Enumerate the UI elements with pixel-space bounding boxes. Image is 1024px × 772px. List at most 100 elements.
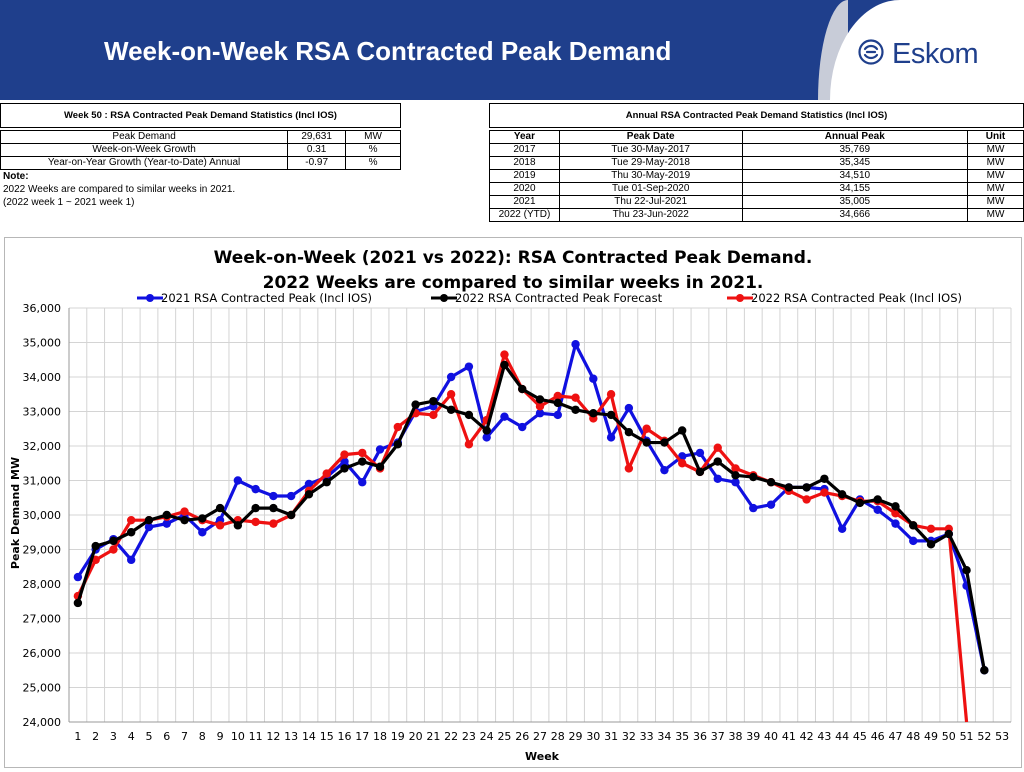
- cell-unit: MW: [967, 195, 1024, 209]
- x-tick-label: 40: [764, 730, 778, 743]
- data-point: [127, 528, 136, 537]
- data-point: [500, 412, 509, 421]
- x-tick-label: 46: [871, 730, 885, 743]
- data-point: [837, 524, 847, 533]
- data-point: [606, 433, 616, 442]
- data-point: [766, 478, 776, 487]
- cell-unit: MW: [967, 143, 1024, 157]
- data-point: [162, 519, 171, 528]
- data-point: [304, 479, 314, 489]
- data-point: [162, 510, 171, 520]
- x-tick-label: 26: [515, 730, 529, 743]
- data-point: [411, 400, 420, 409]
- note-label: Note:: [3, 171, 29, 182]
- data-point: [642, 424, 651, 433]
- data-point: [624, 464, 634, 473]
- cell-date: Thu 22-Jul-2021: [558, 195, 743, 209]
- data-point: [215, 503, 225, 513]
- cell-date: Tue 01-Sep-2020: [558, 182, 743, 196]
- y-tick-label: 36,000: [23, 302, 62, 315]
- data-point: [535, 395, 545, 404]
- data-point: [642, 438, 651, 447]
- cell-year: 2021: [489, 195, 560, 209]
- x-axis-label: Week: [525, 750, 560, 763]
- data-point: [571, 405, 580, 414]
- table-row: Year-on-Year Growth (Year-to-Date) Annua…: [0, 156, 401, 170]
- data-point: [749, 472, 758, 482]
- y-tick-label: 35,000: [23, 337, 62, 350]
- data-point: [837, 490, 847, 499]
- x-tick-label: 8: [199, 730, 206, 743]
- data-point: [713, 443, 722, 452]
- x-tick-label: 22: [444, 730, 458, 743]
- cell-date: Thu 30-May-2019: [558, 169, 743, 183]
- data-point: [784, 483, 794, 492]
- x-tick-label: 6: [163, 730, 170, 743]
- data-point: [358, 457, 367, 466]
- data-point: [269, 491, 278, 501]
- cell-peak: 35,769: [741, 143, 969, 157]
- chart-grid: [68, 307, 1012, 723]
- data-point: [322, 469, 331, 478]
- cell-year: 2022 (YTD): [489, 208, 560, 222]
- data-point: [464, 362, 474, 371]
- data-point: [198, 514, 207, 523]
- data-point: [269, 519, 278, 528]
- data-point: [91, 541, 100, 551]
- eskom-logo-icon: [858, 39, 884, 65]
- x-tick-label: 36: [693, 730, 707, 743]
- cell-unit: MW: [967, 169, 1024, 183]
- cell-peak: 34,666: [741, 208, 969, 222]
- x-tick-label: 14: [302, 730, 316, 743]
- x-tick-label: 21: [426, 730, 440, 743]
- y-tick-label: 30,000: [23, 509, 62, 522]
- legend-swatch-marker: [146, 294, 154, 302]
- data-point: [713, 457, 722, 466]
- series-2: [73, 350, 969, 723]
- y-axis-label: Peak Demand MW: [9, 457, 22, 569]
- table-row: 2022 (YTD) Thu 23-Jun-2022 34,666 MW: [489, 208, 1024, 222]
- data-point: [109, 536, 118, 546]
- x-tick-label: 4: [128, 730, 135, 743]
- cell-date: Tue 29-May-2018: [558, 156, 743, 170]
- data-point: [358, 478, 367, 487]
- data-point: [891, 519, 900, 528]
- data-point: [891, 509, 900, 518]
- data-point: [340, 464, 349, 473]
- data-point: [962, 566, 971, 575]
- x-tick-label: 48: [906, 730, 920, 743]
- x-tick-label: 47: [888, 730, 902, 743]
- x-tick-label: 34: [657, 730, 671, 743]
- x-tick-label: 51: [960, 730, 974, 743]
- cell-date: Thu 23-Jun-2022: [558, 208, 743, 222]
- cell-year: 2018: [489, 156, 560, 170]
- logo-text: Eskom: [892, 38, 979, 70]
- series-1: [73, 360, 989, 675]
- data-point: [251, 503, 260, 513]
- data-point: [286, 491, 296, 501]
- x-tick-label: 25: [497, 730, 511, 743]
- x-tick-label: 53: [995, 730, 1009, 743]
- data-point: [766, 500, 776, 509]
- x-tick-label: 3: [110, 730, 117, 743]
- data-point: [695, 448, 705, 458]
- cell-unit: MW: [967, 208, 1024, 222]
- cell-date: Tue 30-May-2017: [558, 143, 743, 157]
- x-tick-label: 13: [284, 730, 298, 743]
- data-point: [393, 422, 403, 432]
- x-tick-label: 33: [640, 730, 654, 743]
- cell-unit: MW: [967, 156, 1024, 170]
- data-point: [677, 459, 687, 468]
- data-point: [180, 515, 189, 525]
- data-point: [606, 390, 616, 399]
- legend-swatch-marker: [736, 294, 744, 302]
- table-row: 2020 Tue 01-Sep-2020 34,155 MW: [489, 182, 1024, 196]
- x-tick-label: 30: [586, 730, 600, 743]
- x-tick-label: 23: [462, 730, 476, 743]
- x-tick-label: 28: [551, 730, 565, 743]
- data-point: [109, 545, 118, 554]
- y-tick-label: 29,000: [23, 544, 62, 557]
- cell-peak: 35,005: [741, 195, 969, 209]
- col-header-year: Year: [489, 130, 560, 144]
- data-point: [731, 471, 740, 480]
